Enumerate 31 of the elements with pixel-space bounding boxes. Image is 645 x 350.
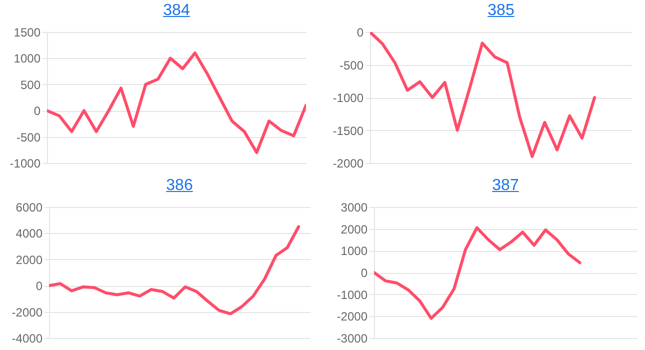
y-tick-label: 1500 [14, 26, 41, 40]
y-tick-label: 500 [20, 78, 41, 92]
y-tick-label: 0 [360, 266, 368, 280]
chart-title: 386 [165, 177, 194, 196]
line-series [374, 226, 582, 320]
chart-title: 385 [486, 2, 516, 21]
y-tick-label: -500 [339, 58, 364, 72]
line-series [49, 225, 300, 316]
y-tick-label: -1000 [332, 91, 364, 105]
y-tick-label: -1500 [332, 124, 364, 138]
y-tick-label: -4000 [12, 332, 43, 346]
y-tick-label: 1000 [340, 244, 368, 258]
y-tick-label: -3000 [336, 332, 368, 346]
y-tick-label: -2000 [12, 305, 43, 320]
y-tick-label: -2000 [332, 156, 364, 170]
y-tick-label: 2000 [340, 222, 368, 236]
y-tick-label: 3000 [340, 200, 368, 214]
y-tick-label: 0 [36, 279, 43, 294]
line-series [370, 32, 596, 158]
y-tick-label: 6000 [16, 200, 43, 214]
y-tick-label: 4000 [16, 226, 43, 241]
y-tick-label: 0 [356, 26, 364, 40]
y-tick-label: -2000 [336, 310, 368, 324]
chart-title: 387 [491, 177, 520, 196]
y-tick-label: 1000 [14, 52, 41, 66]
y-tick-label: -1000 [336, 288, 368, 302]
y-tick-label: 2000 [16, 252, 43, 267]
y-tick-label: -500 [16, 130, 41, 144]
y-tick-label: 0 [34, 104, 41, 118]
y-tick-label: -1000 [10, 156, 41, 170]
chart-title: 384 [162, 2, 191, 21]
